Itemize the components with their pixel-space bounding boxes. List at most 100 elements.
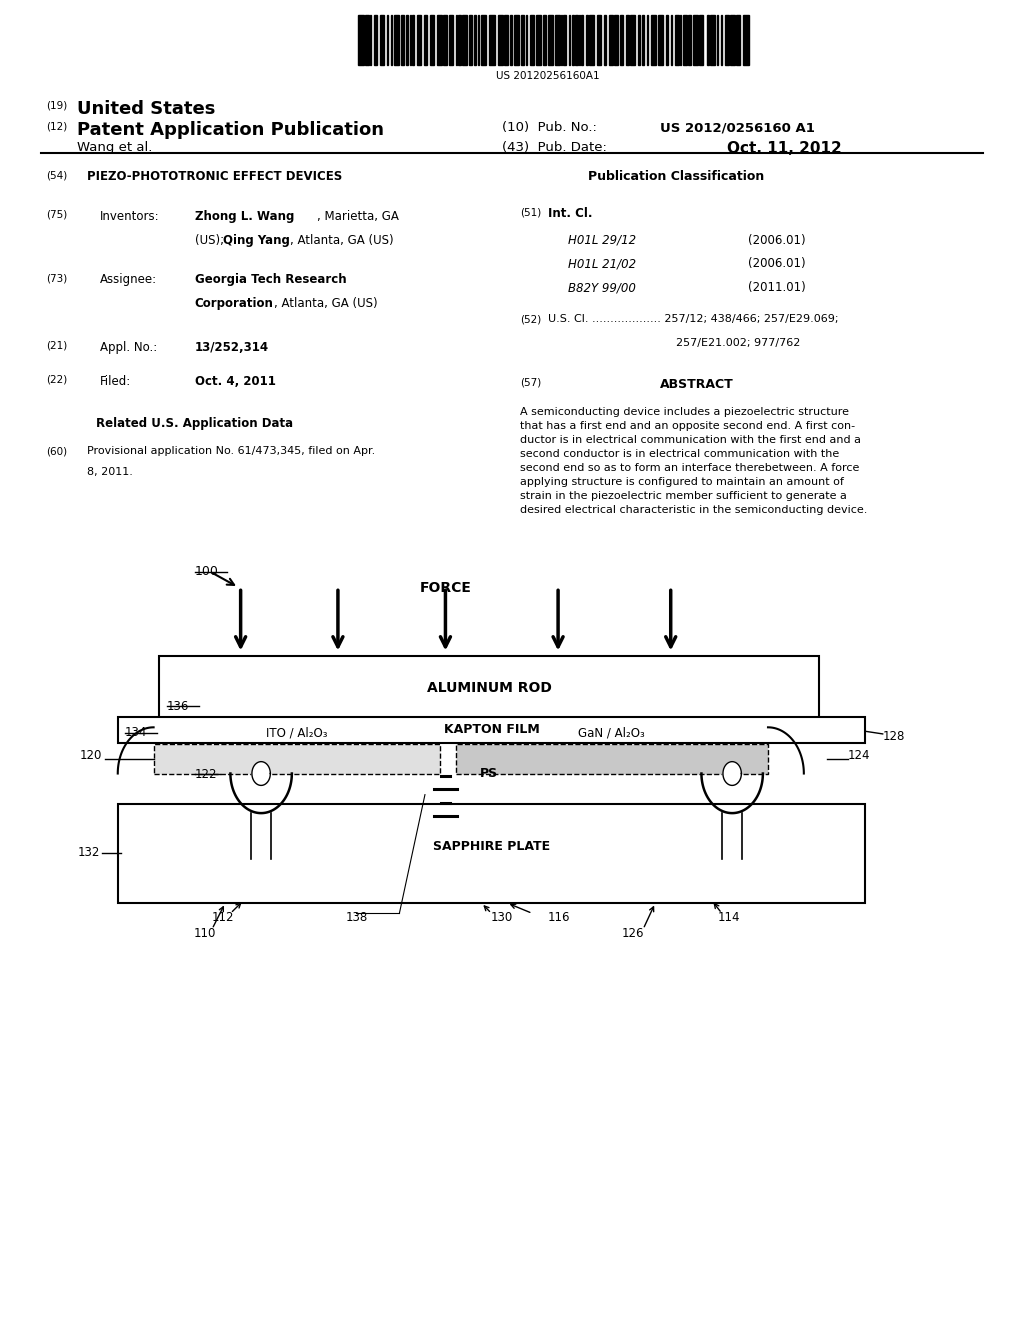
Text: Assignee:: Assignee:: [100, 273, 158, 286]
Bar: [626, 15, 629, 65]
Bar: [561, 15, 562, 65]
Bar: [630, 15, 635, 65]
Bar: [597, 15, 601, 65]
Text: FORCE: FORCE: [420, 581, 471, 595]
Bar: [430, 15, 434, 65]
Text: 128: 128: [883, 730, 905, 743]
Text: 13/252,314: 13/252,314: [195, 341, 268, 354]
Text: Zhong L. Wang: Zhong L. Wang: [195, 210, 294, 223]
Bar: [543, 15, 546, 65]
Bar: [437, 15, 442, 65]
Text: 130: 130: [490, 911, 513, 924]
Bar: [481, 15, 486, 65]
Bar: [391, 15, 392, 65]
Text: (73): (73): [46, 273, 68, 284]
Bar: [642, 15, 644, 65]
Text: (75): (75): [46, 210, 68, 220]
Text: H01L 21/02: H01L 21/02: [568, 257, 637, 271]
Text: (22): (22): [46, 375, 68, 385]
Text: (43)  Pub. Date:: (43) Pub. Date:: [502, 141, 606, 154]
Bar: [474, 15, 476, 65]
Bar: [707, 15, 709, 65]
Bar: [548, 15, 553, 65]
Bar: [159, 656, 819, 719]
Text: United States: United States: [77, 100, 215, 119]
Text: B82Y 99/00: B82Y 99/00: [568, 281, 636, 294]
Text: SAPPHIRE PLATE: SAPPHIRE PLATE: [433, 841, 550, 853]
Bar: [693, 15, 698, 65]
Bar: [721, 15, 722, 65]
Text: (54): (54): [46, 170, 68, 181]
Text: Oct. 4, 2011: Oct. 4, 2011: [195, 375, 275, 388]
Text: ALUMINUM ROD: ALUMINUM ROD: [427, 681, 551, 694]
Text: , Atlanta, GA (US): , Atlanta, GA (US): [274, 297, 378, 310]
Bar: [647, 15, 648, 65]
Bar: [498, 15, 503, 65]
Text: Georgia Tech Research: Georgia Tech Research: [195, 273, 346, 286]
Bar: [456, 744, 768, 774]
Text: Appl. No.:: Appl. No.:: [100, 341, 158, 354]
Text: Provisional application No. 61/473,345, filed on Apr.: Provisional application No. 61/473,345, …: [87, 446, 375, 457]
Bar: [575, 15, 578, 65]
Text: ITO / Al₂O₃: ITO / Al₂O₃: [266, 726, 328, 739]
Text: (2006.01): (2006.01): [748, 257, 805, 271]
Text: 114: 114: [718, 911, 740, 924]
Text: , Atlanta, GA (US): , Atlanta, GA (US): [290, 234, 393, 247]
Bar: [620, 15, 623, 65]
Text: H01L 29/12: H01L 29/12: [568, 234, 637, 247]
Text: (10)  Pub. No.:: (10) Pub. No.:: [502, 121, 601, 135]
Bar: [688, 15, 691, 65]
Text: Int. Cl.: Int. Cl.: [548, 207, 592, 220]
Bar: [526, 15, 527, 65]
Bar: [458, 15, 461, 65]
Bar: [443, 15, 447, 65]
Text: 124: 124: [848, 748, 870, 762]
Bar: [374, 15, 377, 65]
Text: (52): (52): [520, 314, 542, 325]
Bar: [699, 15, 703, 65]
Bar: [449, 15, 453, 65]
Text: 100: 100: [195, 565, 218, 578]
Polygon shape: [723, 762, 741, 785]
Text: (21): (21): [46, 341, 68, 351]
Bar: [478, 15, 479, 65]
Bar: [614, 15, 618, 65]
Text: KAPTON FILM: KAPTON FILM: [443, 723, 540, 737]
Bar: [401, 15, 404, 65]
Text: Filed:: Filed:: [100, 375, 132, 388]
Text: Wang et al.: Wang et al.: [77, 141, 153, 154]
Bar: [456, 15, 457, 65]
Bar: [569, 15, 570, 65]
Bar: [736, 15, 740, 65]
Text: US 20120256160A1: US 20120256160A1: [496, 71, 600, 82]
Bar: [530, 15, 534, 65]
Bar: [725, 15, 729, 65]
Text: 122: 122: [195, 768, 217, 781]
Text: Inventors:: Inventors:: [100, 210, 160, 223]
Text: Publication Classification: Publication Classification: [588, 170, 764, 183]
Bar: [370, 15, 371, 65]
Text: 132: 132: [78, 846, 100, 859]
Bar: [380, 15, 384, 65]
Bar: [671, 15, 672, 65]
Bar: [387, 15, 388, 65]
Bar: [154, 744, 440, 774]
Bar: [489, 15, 495, 65]
Text: PIEZO-PHOTOTRONIC EFFECT DEVICES: PIEZO-PHOTOTRONIC EFFECT DEVICES: [87, 170, 342, 183]
Bar: [666, 15, 668, 65]
Bar: [651, 15, 656, 65]
Bar: [412, 15, 414, 65]
Text: 110: 110: [194, 927, 216, 940]
Text: ABSTRACT: ABSTRACT: [659, 378, 733, 391]
Bar: [675, 15, 679, 65]
Text: 134: 134: [125, 726, 147, 739]
Bar: [658, 15, 663, 65]
Bar: [424, 15, 427, 65]
Bar: [410, 15, 411, 65]
Text: Qing Yang: Qing Yang: [223, 234, 290, 247]
Bar: [604, 15, 606, 65]
Bar: [358, 15, 364, 65]
Text: 126: 126: [622, 927, 644, 940]
Text: Corporation: Corporation: [195, 297, 273, 310]
Text: U.S. Cl. ................... 257/12; 438/466; 257/E29.069;: U.S. Cl. ................... 257/12; 438…: [548, 314, 839, 325]
